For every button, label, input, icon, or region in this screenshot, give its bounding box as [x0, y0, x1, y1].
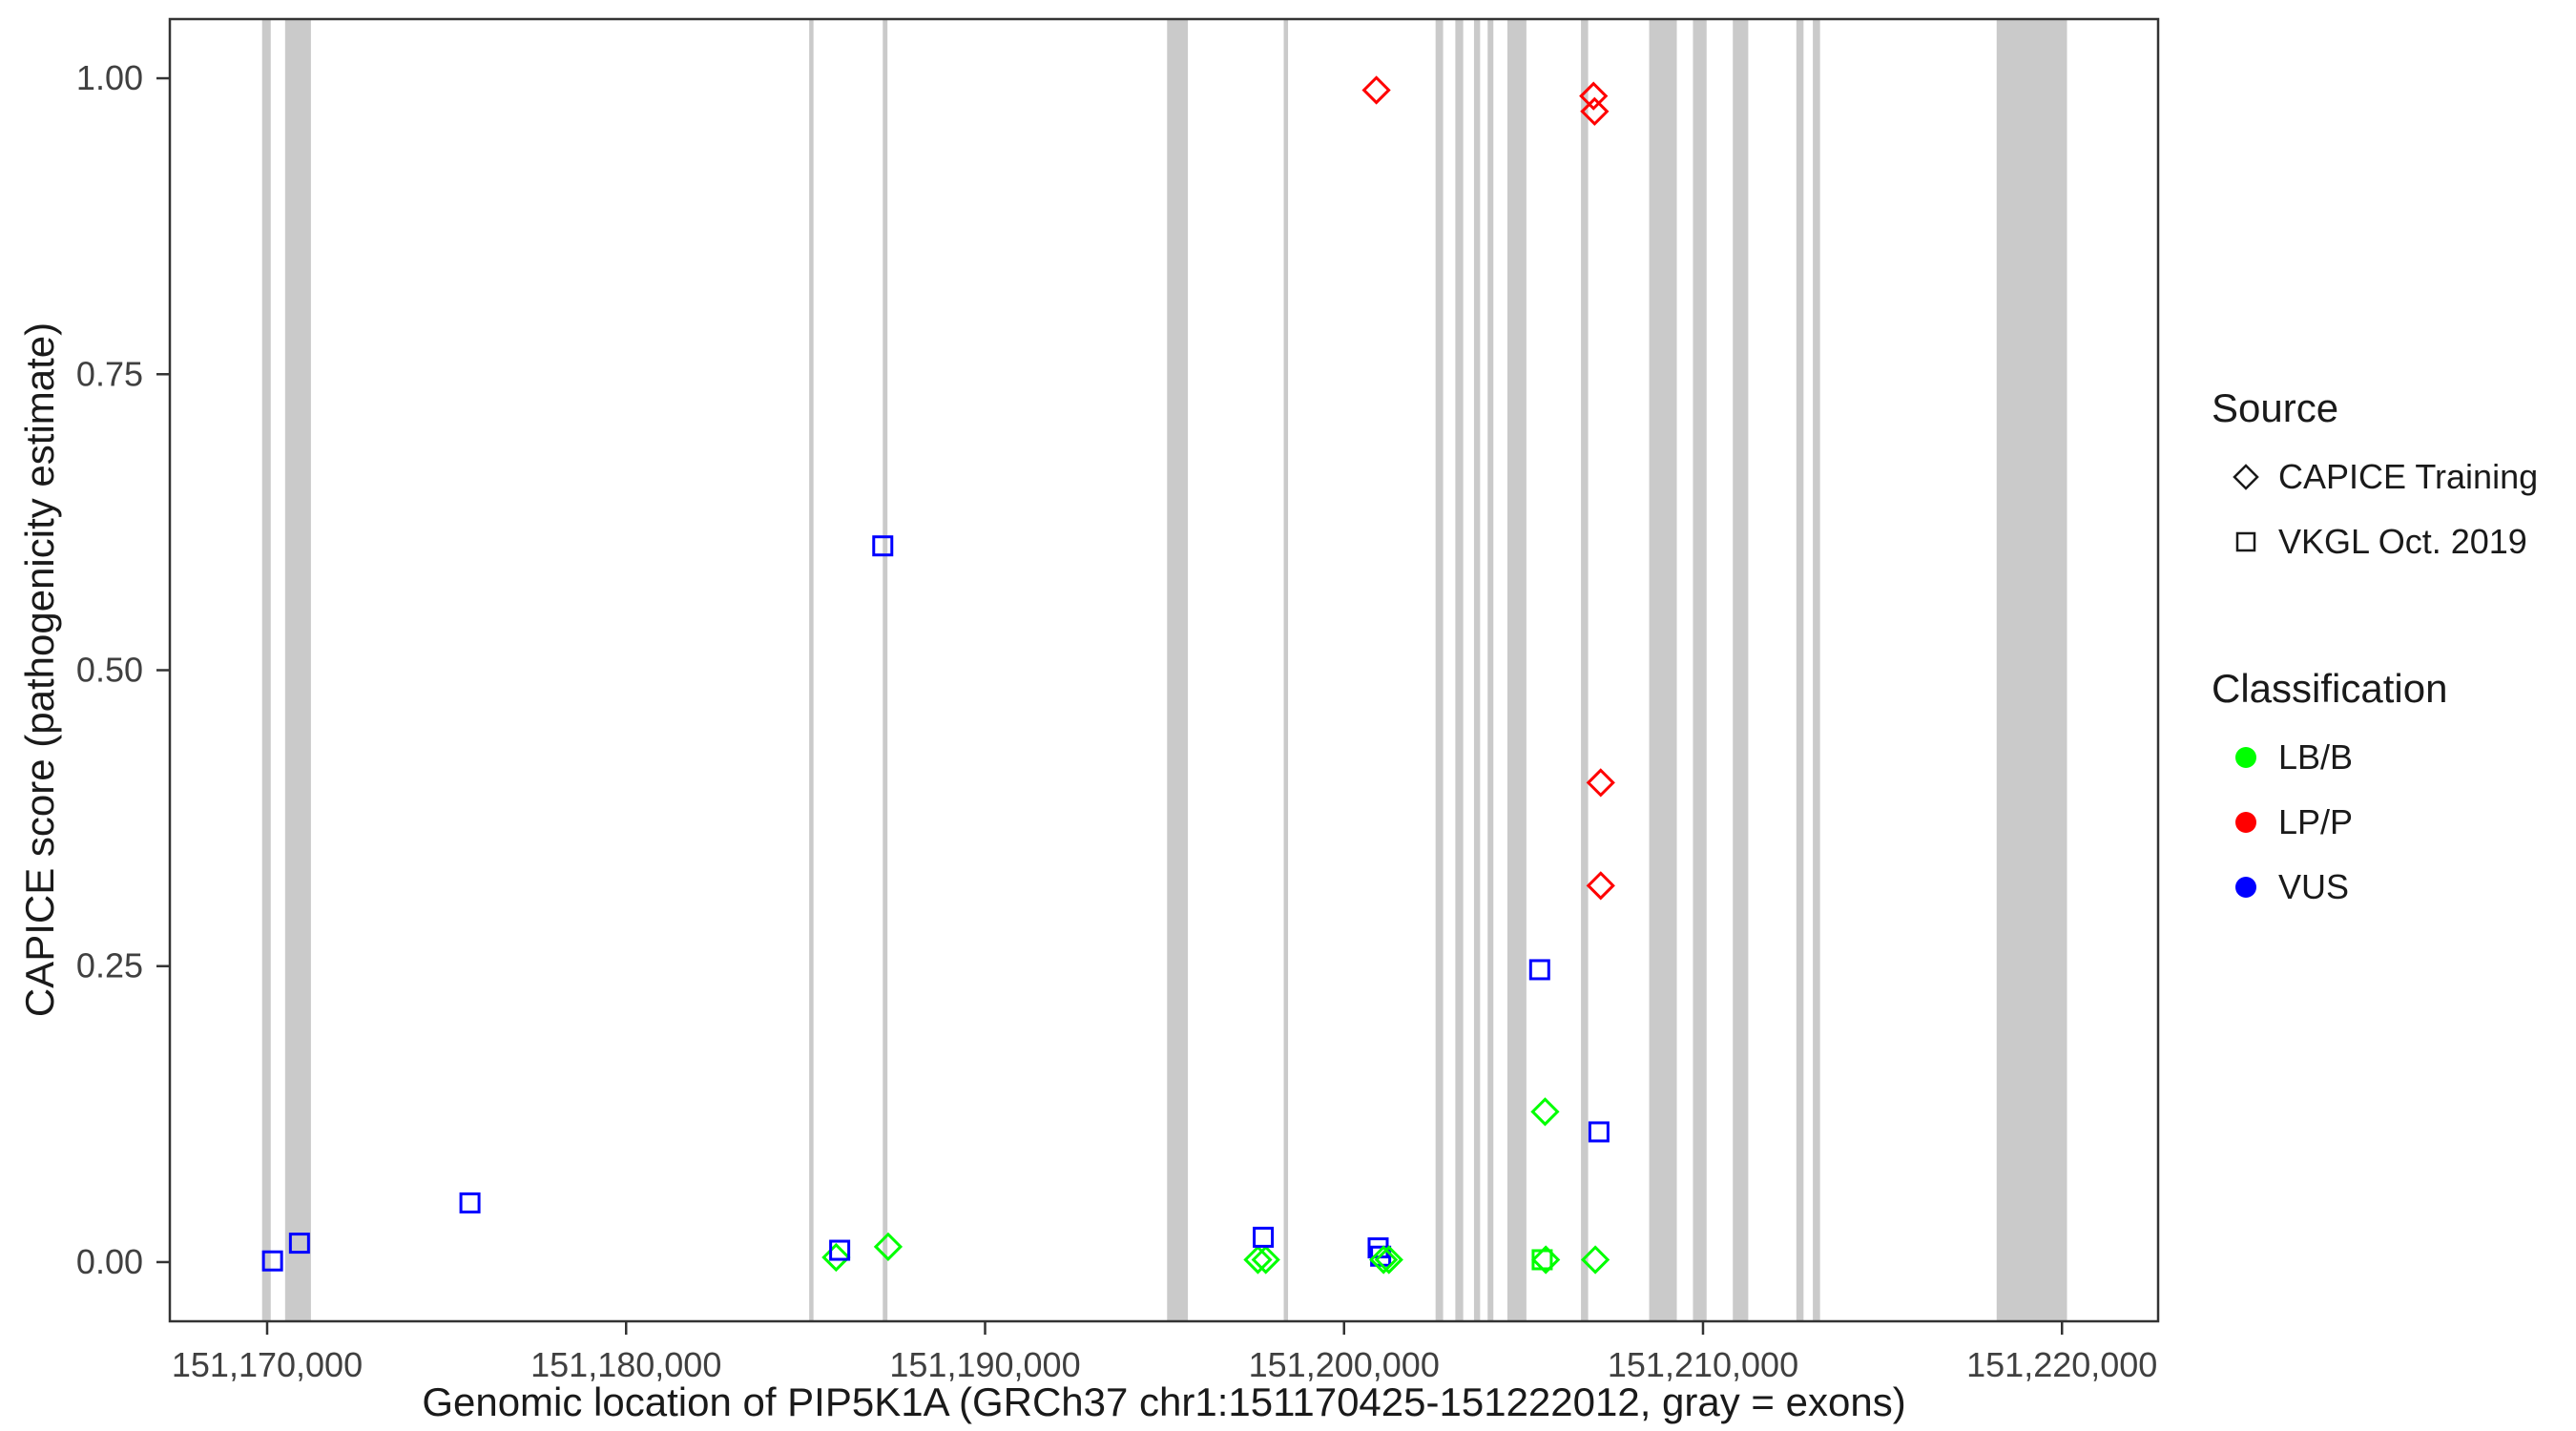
legend-item-vkgl-oct-2019: VKGL Oct. 2019 — [2212, 517, 2538, 567]
x-tick-label: 151,210,000 — [1608, 1345, 1798, 1384]
data-point-diamond — [1530, 1097, 1560, 1127]
color-dot-icon — [2235, 747, 2256, 768]
data-point-diamond — [821, 1242, 851, 1273]
exon-band — [261, 19, 271, 1321]
x-axis-title: Genomic location of PIP5K1A (GRCh37 chr1… — [422, 1379, 1906, 1424]
exon-band — [1649, 19, 1677, 1321]
legend-item-label: VUS — [2278, 867, 2350, 906]
legend-source: Source CAPICE Training VKGL Oct. 2019 — [2212, 385, 2538, 582]
exon-band — [284, 19, 311, 1321]
y-axis-title: CAPICE score (pathogenicity estimate) — [17, 321, 62, 1018]
x-tick-label: 151,180,000 — [530, 1345, 721, 1384]
data-point-diamond — [1251, 1245, 1280, 1275]
exon-band — [1283, 19, 1289, 1321]
y-tick-label: 0.50 — [76, 651, 143, 690]
legend-item-vus: VUS — [2212, 862, 2447, 912]
exon-band — [1506, 19, 1527, 1321]
data-point-diamond — [873, 1232, 904, 1261]
y-tick-label: 1.00 — [76, 58, 143, 97]
legend-classification: Classification LB/B LP/P VUS — [2212, 666, 2447, 927]
exon-band — [1796, 19, 1804, 1321]
square-key-icon — [2235, 531, 2256, 552]
data-point-diamond — [1531, 1245, 1561, 1275]
data-point-diamond — [1243, 1245, 1273, 1275]
legend-source-title: Source — [2212, 385, 2339, 430]
data-point-diamond — [1580, 96, 1610, 126]
exon-band — [1996, 19, 2067, 1321]
data-point-square — [261, 1250, 283, 1272]
legend-classification-title: Classification — [2212, 666, 2448, 711]
exon-band — [1487, 19, 1494, 1321]
y-tick-label: 0.00 — [76, 1242, 143, 1281]
exon-band — [809, 19, 814, 1321]
data-point-diamond — [1586, 871, 1615, 901]
exon-band — [1455, 19, 1464, 1321]
x-tick-label: 151,200,000 — [1249, 1345, 1440, 1384]
legend-item-lb-b: LB/B — [2212, 733, 2447, 782]
x-tick-label: 151,170,000 — [172, 1345, 363, 1384]
legend-item-capice-training: CAPICE Training — [2212, 452, 2538, 502]
exon-band — [1167, 19, 1189, 1321]
x-tick-label: 151,190,000 — [889, 1345, 1080, 1384]
data-point-diamond — [1369, 1245, 1399, 1275]
color-dot-icon — [2235, 812, 2256, 833]
legend-item-label: LB/B — [2278, 737, 2354, 777]
data-point-diamond — [1586, 768, 1615, 798]
legend-item-lp-p: LP/P — [2212, 798, 2447, 847]
legend-item-label: CAPICE Training — [2278, 457, 2539, 496]
data-point-square — [1531, 1249, 1553, 1271]
data-point-square — [459, 1192, 481, 1213]
data-point-diamond — [1361, 75, 1391, 105]
diamond-key-icon — [2233, 464, 2259, 490]
color-dot-icon — [2235, 877, 2256, 898]
exon-band — [1473, 19, 1481, 1321]
data-point-square — [1528, 959, 1550, 981]
exon-band — [883, 19, 888, 1321]
exon-band — [1733, 19, 1749, 1321]
data-point-square — [872, 535, 894, 557]
y-tick-label: 0.75 — [76, 354, 143, 393]
panel-border — [168, 17, 2160, 1323]
legend-source-items: CAPICE Training VKGL Oct. 2019 — [2212, 452, 2538, 567]
data-point-diamond — [1579, 81, 1609, 111]
data-point-square — [829, 1239, 851, 1261]
legend-item-label: LP/P — [2278, 802, 2354, 841]
data-point-square — [288, 1233, 310, 1255]
exon-band — [1813, 19, 1820, 1321]
exon-band — [1435, 19, 1444, 1321]
data-point-square — [1253, 1226, 1275, 1248]
legend-classification-items: LB/B LP/P VUS — [2212, 733, 2447, 912]
x-tick-label: 151,220,000 — [1966, 1345, 2157, 1384]
exon-band — [1693, 19, 1707, 1321]
data-point-diamond — [1374, 1245, 1403, 1275]
data-point-square — [1588, 1121, 1610, 1143]
legend-item-label: VKGL Oct. 2019 — [2278, 522, 2527, 561]
data-point-diamond — [1580, 1245, 1610, 1275]
exon-band — [1581, 19, 1589, 1321]
y-tick-label: 0.25 — [76, 946, 143, 985]
